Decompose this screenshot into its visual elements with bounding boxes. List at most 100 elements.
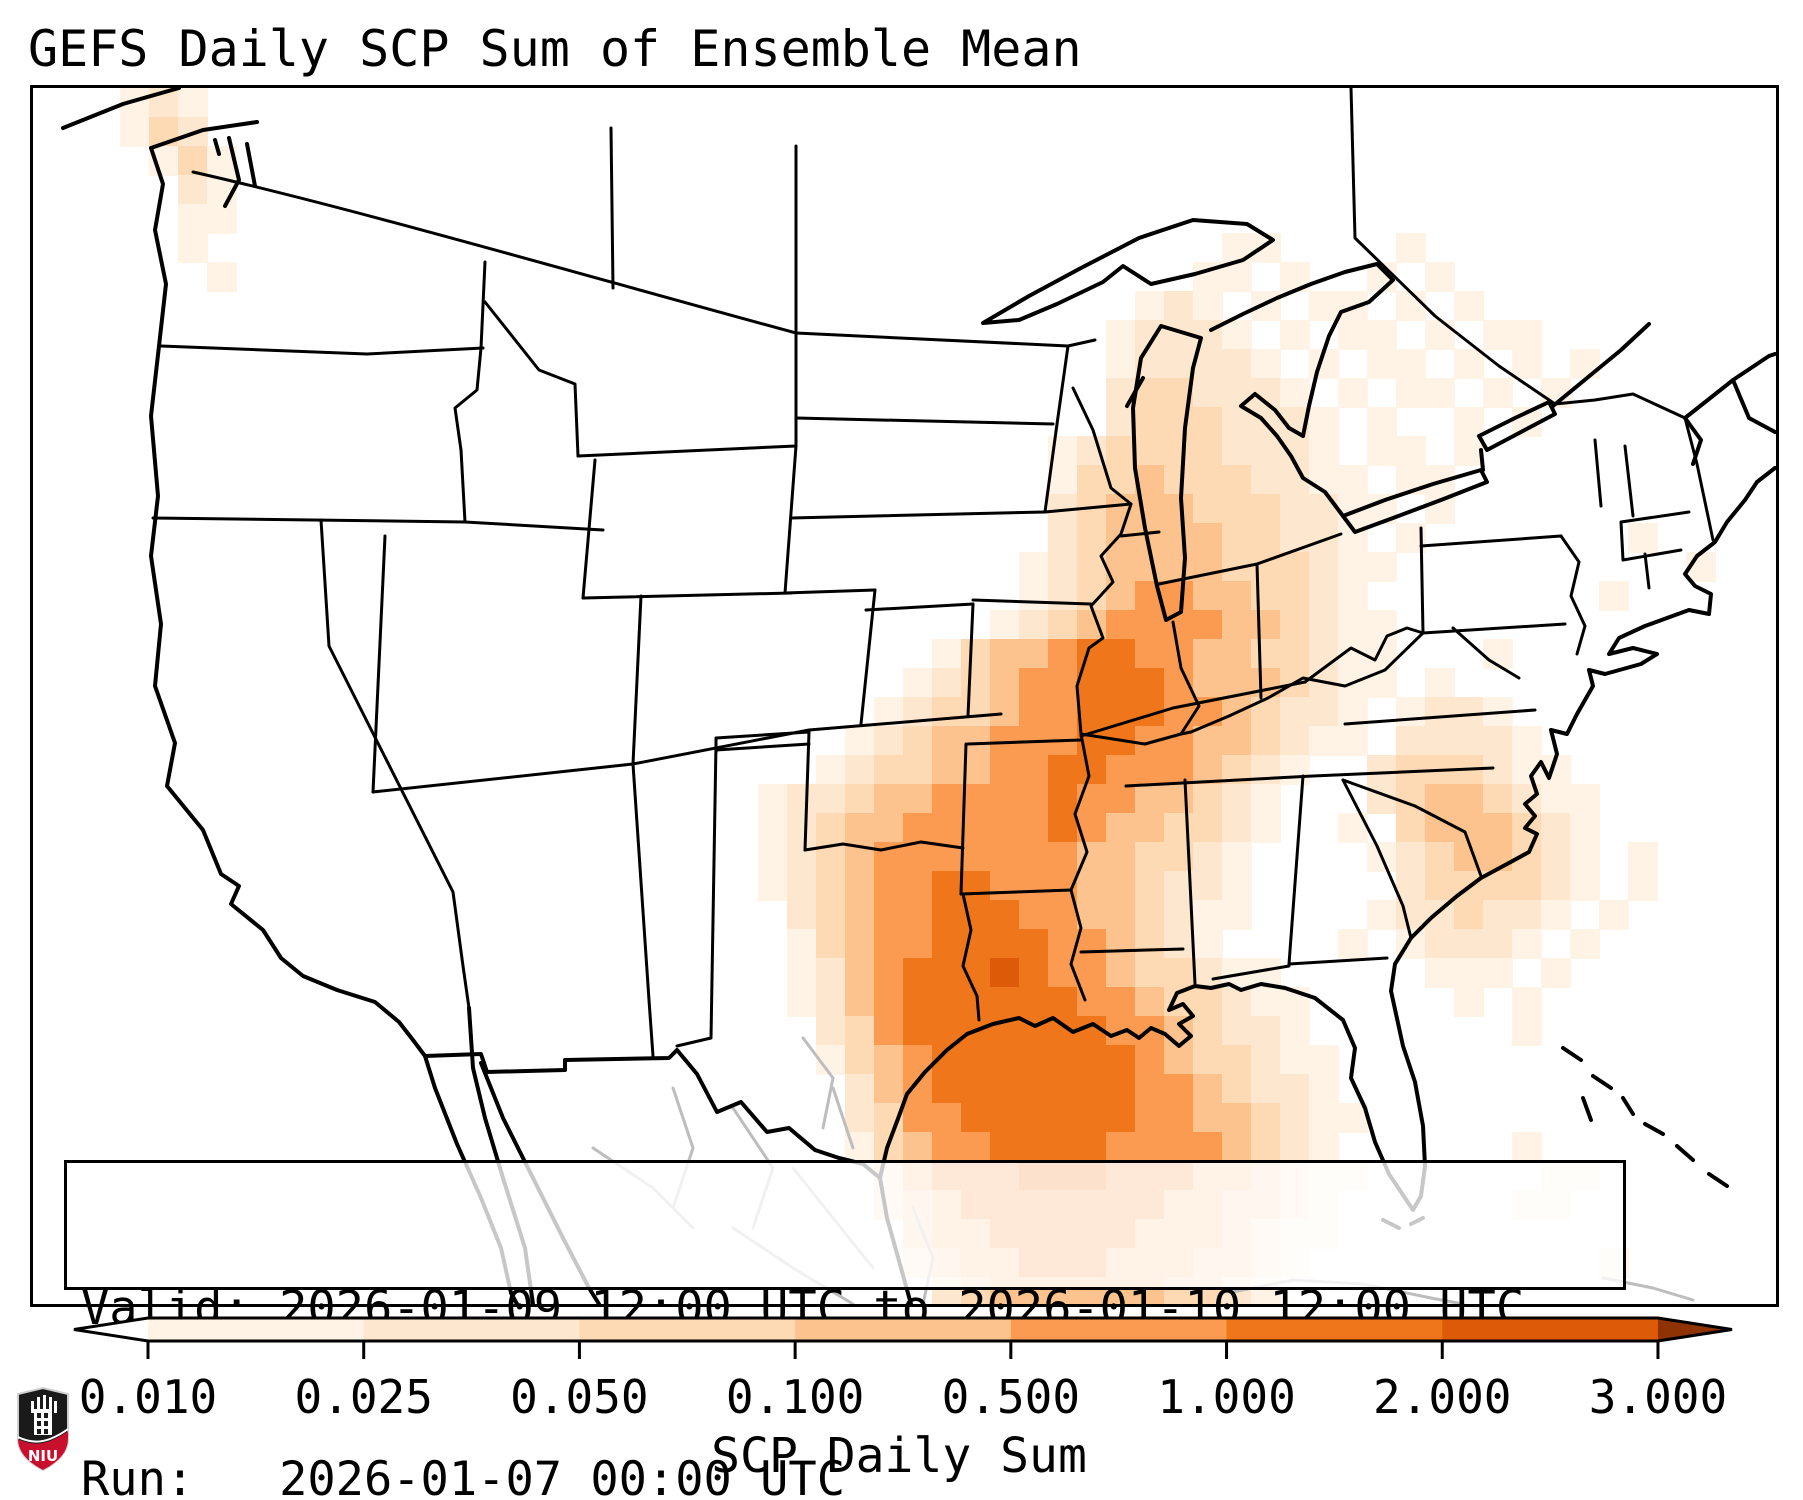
heatmap-cell [990,1045,1020,1075]
heatmap-cell [1396,378,1426,408]
heatmap-cell [1280,494,1310,524]
heatmap-cell [1396,349,1426,379]
heatmap-cell [1280,1132,1310,1162]
heatmap-cell [1135,784,1165,814]
heatmap-cell [1280,1074,1310,1104]
heatmap-cell [932,668,962,698]
heatmap-cell [961,871,991,901]
heatmap-cell [845,813,875,843]
heatmap-cell [1599,581,1629,611]
heatmap-cell [1425,726,1455,756]
heatmap-cell [1135,291,1165,321]
heatmap-cell [1512,987,1542,1017]
heatmap-cell [961,1074,991,1104]
heatmap-cell [990,987,1020,1017]
heatmap-cell [1193,871,1223,901]
heatmap-cell [1280,1016,1310,1046]
heatmap-cell [1135,668,1165,698]
heatmap-cell [1222,581,1252,611]
heatmap-cell [1106,639,1136,669]
colorbar-tick-label: 3.000 [1588,1370,1728,1424]
heatmap-cell [1309,581,1339,611]
heatmap-cell [1106,987,1136,1017]
heatmap-cell [845,784,875,814]
heatmap-cell [1396,871,1426,901]
heatmap-cell [1164,523,1194,553]
heatmap-cell [1512,320,1542,350]
heatmap-cell [903,871,933,901]
heatmap-cell [932,784,962,814]
heatmap-cell [1135,755,1165,785]
heatmap-cell [990,610,1020,640]
heatmap-cell [1164,494,1194,524]
heatmap-cell [1193,436,1223,466]
heatmap-cell [874,958,904,988]
heatmap-cell [874,1074,904,1104]
heatmap-cell [1367,349,1397,379]
heatmap-cell [1396,291,1426,321]
heatmap-cell [1048,697,1078,727]
colorbar-tick-label: 0.010 [78,1370,218,1424]
heatmap-cell [1019,871,1049,901]
heatmap-cell [1106,755,1136,785]
heatmap-cell [1106,813,1136,843]
heatmap-cell [961,697,991,727]
heatmap-cell [845,987,875,1017]
heatmap-cell [1222,349,1252,379]
heatmap-cell [932,697,962,727]
heatmap-cell [1251,1074,1281,1104]
colorbar-segment [1226,1318,1444,1341]
logo-red-band [18,1431,68,1470]
heatmap-cell [1106,842,1136,872]
heatmap-cell [845,929,875,959]
heatmap-cell [1048,1132,1078,1162]
heatmap-cell [1048,581,1078,611]
heatmap-cell [932,929,962,959]
colorbar-tick-label: 1.000 [1157,1370,1296,1424]
heatmap-cell [1541,900,1571,930]
forecast-info-box: Valid: 2026-01-09 12:00 UTC to 2026-01-1… [64,1160,1626,1500]
heatmap-cell [1193,639,1223,669]
heatmap-cell [1367,755,1397,785]
heatmap-cell [1483,784,1513,814]
heatmap-cell [1019,958,1049,988]
heatmap-cell [990,958,1020,988]
page-title: GEFS Daily SCP Sum of Ensemble Mean [28,20,1082,78]
heatmap-cell [1135,929,1165,959]
heatmap-cell [1019,900,1049,930]
heatmap-cell [1048,465,1078,495]
heatmap-cell [787,900,817,930]
heatmap-cell [1106,1045,1136,1075]
heatmap-cell [1512,929,1542,959]
heatmap-cell [1454,349,1484,379]
heatmap-cell [932,1103,962,1133]
heatmap-cell [990,1074,1020,1104]
heatmap-cell [1570,929,1600,959]
heatmap-cell [1425,929,1455,959]
heatmap-cell [1193,929,1223,959]
heatmap-cell [1222,523,1252,553]
heatmap-cell [1222,436,1252,466]
heatmap-cell [845,958,875,988]
heatmap-cell [1222,1103,1252,1133]
colorbar-right-arrow [1657,1318,1732,1341]
heatmap-cell [1570,784,1600,814]
heatmap-cell [178,88,208,118]
heatmap-cell [1309,1074,1339,1104]
heatmap-cell [1193,407,1223,437]
heatmap-cell [932,900,962,930]
heatmap-cell [1019,639,1049,669]
colorbar-segment [1010,1318,1228,1341]
heatmap-cell [1280,726,1310,756]
heatmap-cell [1425,958,1455,988]
heatmap-cell [1135,407,1165,437]
heatmap-cell [1541,958,1571,988]
heatmap-cell [932,958,962,988]
heatmap-cell [845,871,875,901]
heatmap-cell [1193,465,1223,495]
colorbar [73,1316,1733,1359]
heatmap-cell [1135,1045,1165,1075]
heatmap-cell [1193,581,1223,611]
heatmap-cell [1106,958,1136,988]
heatmap-cell [1251,610,1281,640]
